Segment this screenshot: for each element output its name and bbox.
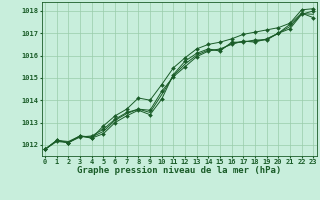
X-axis label: Graphe pression niveau de la mer (hPa): Graphe pression niveau de la mer (hPa) (77, 166, 281, 175)
